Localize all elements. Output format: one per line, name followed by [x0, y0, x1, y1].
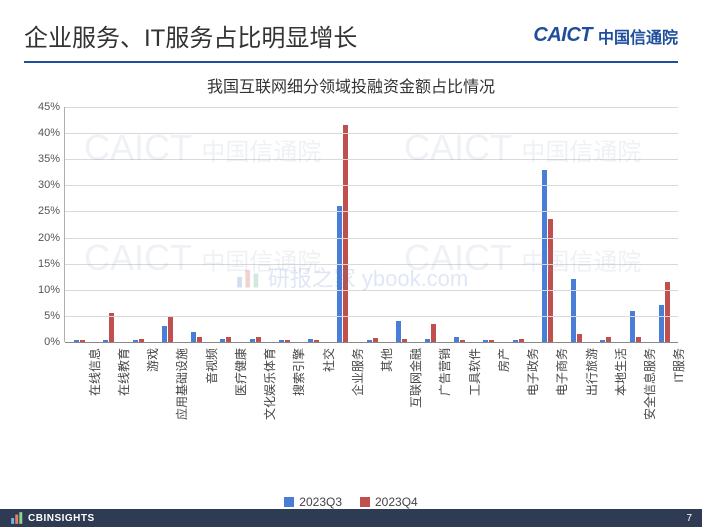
x-tick-label: 广告营销	[436, 348, 453, 396]
legend-label: 2023Q4	[375, 495, 418, 509]
bar	[337, 206, 342, 342]
legend: 2023Q3 2023Q4	[0, 495, 702, 509]
x-tick-label: 房产	[495, 348, 512, 372]
y-axis: 0%5%10%15%20%25%30%35%40%45%	[24, 107, 64, 447]
gridline	[65, 159, 678, 160]
gridline	[65, 107, 678, 108]
gridline	[65, 133, 678, 134]
bar	[577, 334, 582, 342]
header: 企业服务、IT服务占比明显增长 CAICT 中国信通院	[0, 0, 702, 61]
legend-item: 2023Q4	[360, 495, 418, 509]
footer-bar: CBINSIGHTS 7	[0, 509, 702, 527]
cbinsights-icon	[10, 511, 24, 525]
page-number: 7	[686, 513, 692, 524]
gridline	[65, 238, 678, 239]
gridline	[65, 211, 678, 212]
bar	[665, 282, 670, 342]
bar	[659, 305, 664, 342]
bar	[396, 321, 401, 342]
x-axis-labels: 在线信息在线教育游戏应用基础设施音视频医疗健康文化娱乐体育搜索引擎社交企业服务其…	[65, 342, 678, 447]
x-tick-label: 电子政务	[524, 348, 541, 396]
x-tick-label: 搜索引擎	[290, 348, 307, 396]
y-tick-label: 45%	[38, 101, 60, 113]
caict-logo: CAICT 中国信通院	[533, 24, 678, 48]
legend-swatch	[360, 497, 370, 507]
plot-area: 在线信息在线教育游戏应用基础设施音视频医疗健康文化娱乐体育搜索引擎社交企业服务其…	[64, 107, 678, 342]
x-tick-label: 本地生活	[612, 348, 629, 396]
x-tick-label: 音视频	[203, 348, 220, 384]
bar	[109, 313, 114, 342]
x-tick-label: 在线教育	[115, 348, 132, 396]
x-tick-label: 企业服务	[349, 348, 366, 396]
bar	[571, 279, 576, 342]
x-tick-label: 游戏	[144, 348, 161, 372]
bar	[431, 324, 436, 342]
x-tick-label: 应用基础设施	[173, 348, 190, 420]
y-tick-label: 20%	[38, 232, 60, 244]
bar-chart: 0%5%10%15%20%25%30%35%40%45% 在线信息在线教育游戏应…	[24, 107, 678, 447]
gridline	[65, 290, 678, 291]
x-tick-label: 安全信息服务	[641, 348, 658, 420]
gridline	[65, 316, 678, 317]
y-tick-label: 0%	[44, 336, 60, 348]
y-tick-label: 25%	[38, 205, 60, 217]
gridline	[65, 264, 678, 265]
x-tick-label: 医疗健康	[232, 348, 249, 396]
y-tick-label: 10%	[38, 284, 60, 296]
bar	[191, 332, 196, 342]
header-divider	[24, 61, 678, 63]
bars-layer	[65, 107, 678, 342]
caict-logo-text: 中国信通院	[598, 24, 678, 48]
legend-label: 2023Q3	[299, 495, 342, 509]
x-tick-label: 社交	[320, 348, 337, 372]
x-tick-label: 电子商务	[553, 348, 570, 396]
x-tick-label: 在线信息	[86, 348, 103, 396]
gridline	[65, 185, 678, 186]
page-title: 企业服务、IT服务占比明显增长	[24, 18, 357, 53]
bar	[343, 125, 348, 342]
x-tick-label: 工具软件	[466, 348, 483, 396]
x-tick-label: 其他	[378, 348, 395, 372]
legend-swatch	[284, 497, 294, 507]
chart-title: 我国互联网细分领域投融资金额占比情况	[0, 73, 702, 97]
cbinsights-text: CBINSIGHTS	[28, 513, 95, 524]
y-tick-label: 30%	[38, 179, 60, 191]
chart-area: 在线信息在线教育游戏应用基础设施音视频医疗健康文化娱乐体育搜索引擎社交企业服务其…	[64, 107, 678, 447]
legend-item: 2023Q3	[284, 495, 342, 509]
y-tick-label: 15%	[38, 258, 60, 270]
x-tick-label: IT服务	[670, 348, 687, 383]
x-tick-label: 文化娱乐体育	[261, 348, 278, 420]
x-tick-label: 出行旅游	[583, 348, 600, 396]
y-tick-label: 5%	[44, 310, 60, 322]
cbinsights-logo: CBINSIGHTS	[10, 511, 95, 525]
x-tick-label: 互联网金融	[407, 348, 424, 408]
y-tick-label: 40%	[38, 127, 60, 139]
caict-logo-mark: CAICT	[533, 24, 592, 47]
y-tick-label: 35%	[38, 153, 60, 165]
x-axis-line	[65, 342, 678, 343]
bar	[168, 316, 173, 342]
bar	[162, 326, 167, 342]
